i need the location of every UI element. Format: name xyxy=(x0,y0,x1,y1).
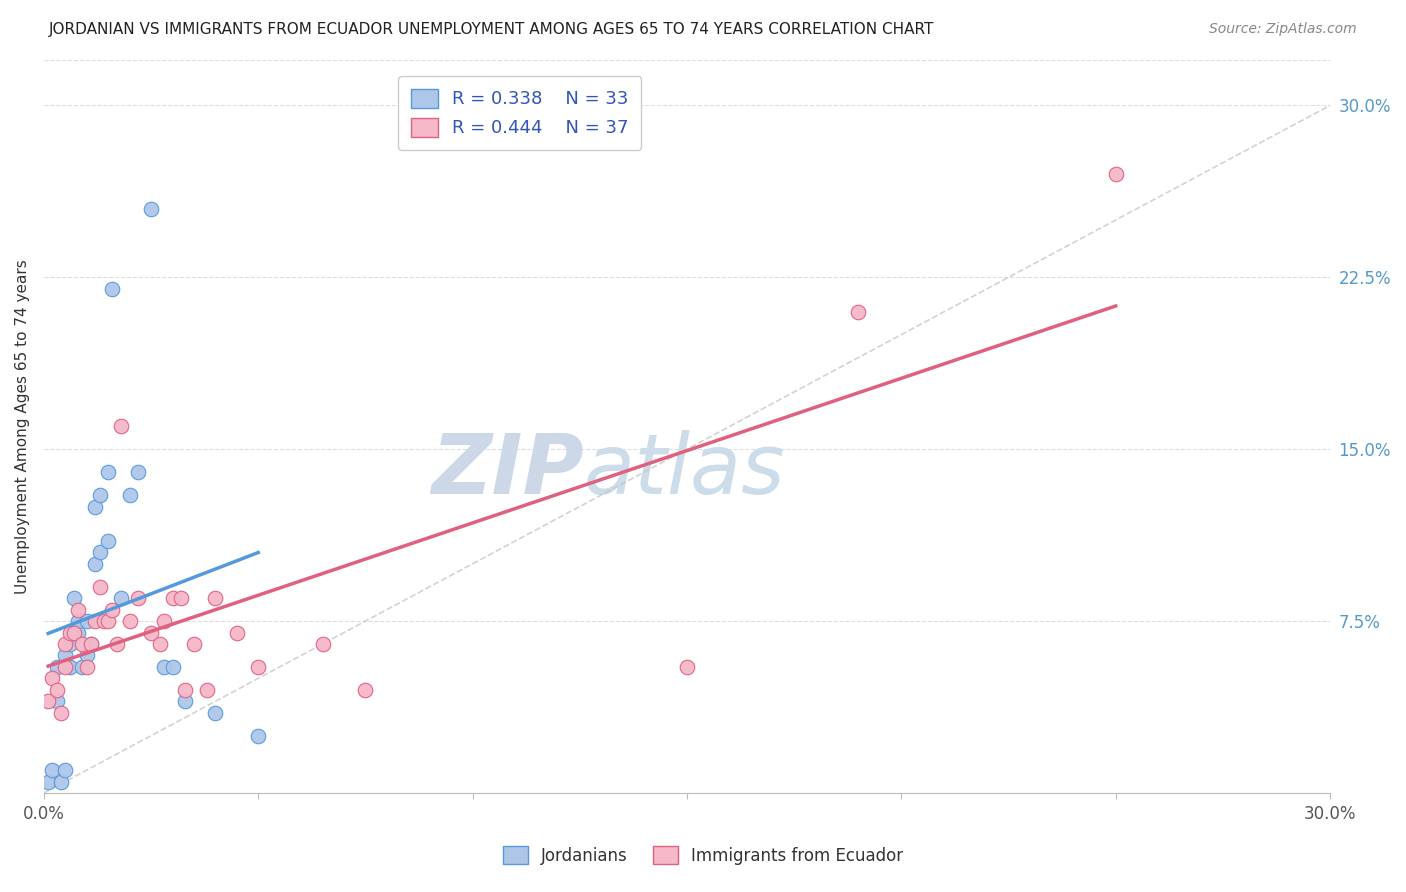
Point xyxy=(149,637,172,651)
Text: Source: ZipAtlas.com: Source: ZipAtlas.com xyxy=(1209,22,1357,37)
Point xyxy=(84,614,107,628)
Point xyxy=(93,614,115,628)
Point xyxy=(53,660,76,674)
Y-axis label: Unemployment Among Ages 65 to 74 years: Unemployment Among Ages 65 to 74 years xyxy=(15,259,30,594)
Point xyxy=(676,660,699,674)
Point xyxy=(84,500,107,514)
Point xyxy=(89,488,111,502)
Point xyxy=(204,706,226,720)
Point xyxy=(110,419,132,434)
Point xyxy=(89,545,111,559)
Point xyxy=(59,660,82,674)
Point xyxy=(41,672,63,686)
Point xyxy=(59,625,82,640)
Point xyxy=(67,614,90,628)
Point xyxy=(170,591,193,606)
Point xyxy=(153,660,176,674)
Text: atlas: atlas xyxy=(583,430,786,511)
Point xyxy=(354,682,377,697)
Point xyxy=(97,465,120,479)
Point xyxy=(247,660,270,674)
Point xyxy=(84,557,107,571)
Point xyxy=(89,580,111,594)
Point xyxy=(139,202,162,216)
Point xyxy=(162,591,184,606)
Point xyxy=(848,304,870,318)
Point xyxy=(110,591,132,606)
Point xyxy=(37,774,59,789)
Point xyxy=(76,614,98,628)
Point xyxy=(41,763,63,777)
Legend: Jordanians, Immigrants from Ecuador: Jordanians, Immigrants from Ecuador xyxy=(492,836,914,875)
Point xyxy=(153,614,176,628)
Legend: R = 0.338    N = 33, R = 0.444    N = 37: R = 0.338 N = 33, R = 0.444 N = 37 xyxy=(398,76,641,150)
Point xyxy=(118,614,141,628)
Text: ZIP: ZIP xyxy=(432,430,583,511)
Point xyxy=(45,682,67,697)
Text: JORDANIAN VS IMMIGRANTS FROM ECUADOR UNEMPLOYMENT AMONG AGES 65 TO 74 YEARS CORR: JORDANIAN VS IMMIGRANTS FROM ECUADOR UNE… xyxy=(49,22,935,37)
Point xyxy=(311,637,333,651)
Point xyxy=(80,637,103,651)
Point xyxy=(67,625,90,640)
Point xyxy=(97,614,120,628)
Point xyxy=(225,625,247,640)
Point xyxy=(45,660,67,674)
Point xyxy=(174,694,197,708)
Point xyxy=(139,625,162,640)
Point xyxy=(45,694,67,708)
Point xyxy=(67,602,90,616)
Point xyxy=(63,591,86,606)
Point xyxy=(127,465,149,479)
Point xyxy=(76,648,98,663)
Point xyxy=(1105,167,1128,181)
Point xyxy=(53,648,76,663)
Point xyxy=(118,488,141,502)
Point xyxy=(59,637,82,651)
Point xyxy=(195,682,218,697)
Point xyxy=(101,282,124,296)
Point xyxy=(127,591,149,606)
Point xyxy=(204,591,226,606)
Point xyxy=(72,637,94,651)
Point xyxy=(76,660,98,674)
Point xyxy=(63,625,86,640)
Point xyxy=(37,694,59,708)
Point xyxy=(49,774,72,789)
Point xyxy=(101,602,124,616)
Point xyxy=(247,729,270,743)
Point xyxy=(53,637,76,651)
Point xyxy=(105,637,128,651)
Point xyxy=(72,660,94,674)
Point xyxy=(174,682,197,697)
Point xyxy=(80,637,103,651)
Point xyxy=(162,660,184,674)
Point xyxy=(183,637,205,651)
Point xyxy=(53,763,76,777)
Point xyxy=(97,533,120,548)
Point xyxy=(49,706,72,720)
Point xyxy=(63,625,86,640)
